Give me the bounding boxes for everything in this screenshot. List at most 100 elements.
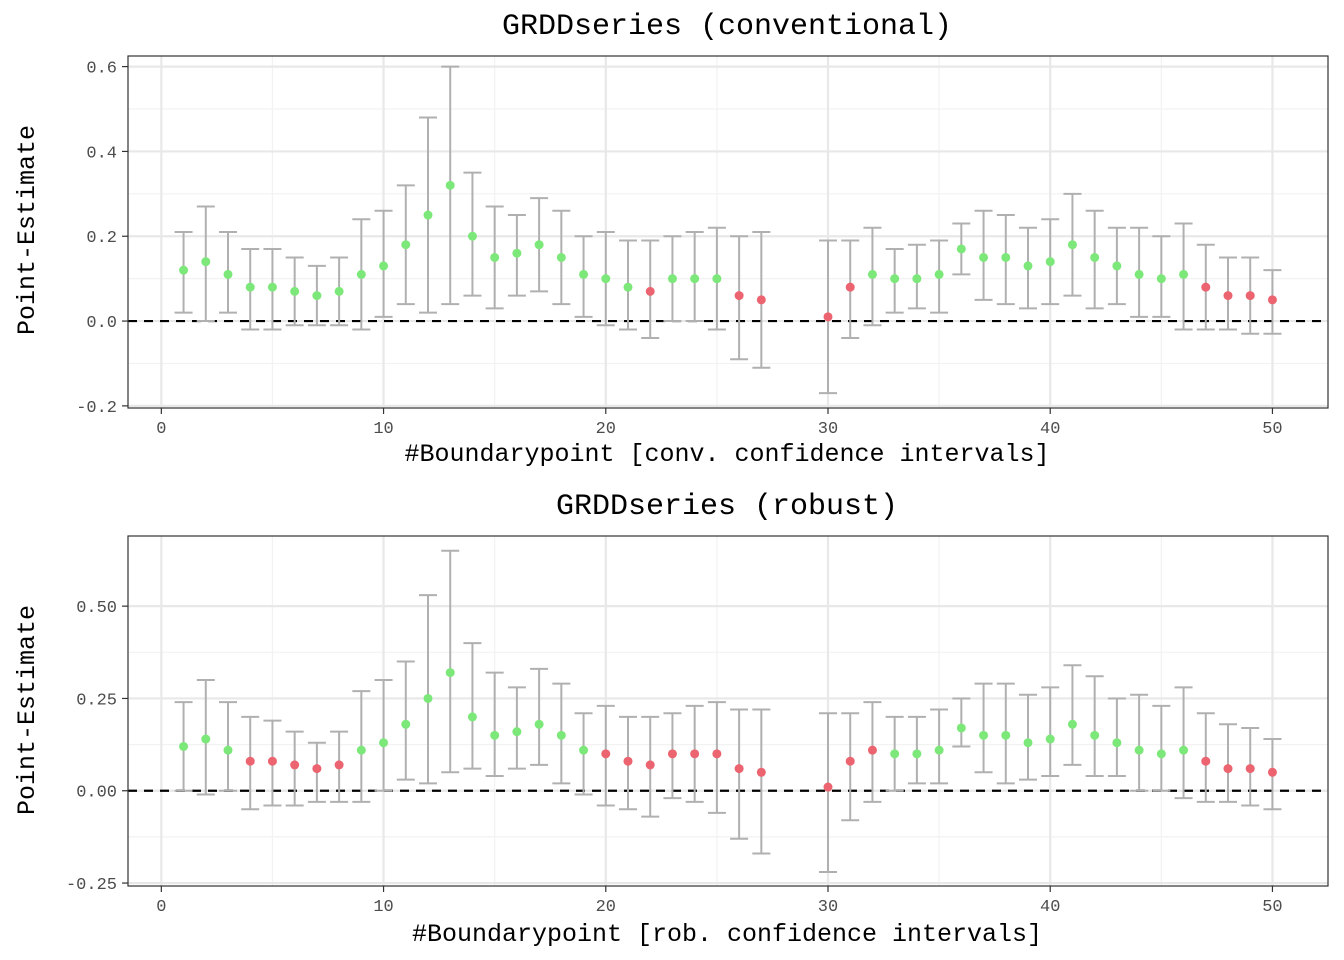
error-bar <box>485 671 504 777</box>
x-tick-label: 40 <box>1040 420 1060 439</box>
point-estimate <box>845 756 855 766</box>
x-tick-label: 20 <box>596 420 616 439</box>
point-estimate <box>912 749 922 759</box>
point-estimate <box>467 712 477 722</box>
point-estimate <box>890 749 900 759</box>
point-estimate <box>934 745 944 755</box>
point-estimate <box>1223 291 1233 301</box>
point-estimate <box>979 730 989 740</box>
chart-robust: GRDDseries (robust) #Boundarypoint [rob.… <box>13 490 1329 949</box>
point-estimate <box>1067 719 1077 729</box>
y-tick-label: 0.4 <box>86 144 117 163</box>
point-estimate <box>1112 261 1122 271</box>
x-tick-label: 20 <box>596 898 616 917</box>
point-estimate <box>1245 291 1255 301</box>
error-bar <box>463 642 482 770</box>
point-estimate <box>667 749 677 759</box>
error-bar <box>1219 723 1237 803</box>
point-estimate <box>356 269 366 279</box>
error-bar <box>1174 686 1193 800</box>
point-estimate <box>1001 252 1011 262</box>
point-estimate <box>734 291 744 301</box>
point-estimate <box>1112 738 1122 748</box>
x-tick-label: 10 <box>373 420 393 439</box>
point-estimate <box>423 210 433 220</box>
y-axis-title: Point-Estimate <box>13 605 42 815</box>
error-bars <box>174 549 1282 873</box>
point-estimate <box>1267 295 1277 305</box>
point-estimate <box>867 745 877 755</box>
x-tick-label: 50 <box>1262 898 1282 917</box>
point-estimate <box>1023 738 1033 748</box>
error-bar <box>730 708 749 840</box>
point-estimate <box>956 244 966 254</box>
error-bar <box>841 712 860 822</box>
point-estimate <box>534 719 544 729</box>
point-estimate <box>734 764 744 774</box>
point-estimate <box>223 745 233 755</box>
y-axis-title: Point-Estimate <box>13 125 42 335</box>
point-estimate <box>423 693 433 703</box>
x-tick-label: 40 <box>1040 898 1060 917</box>
point-estimate <box>867 269 877 279</box>
error-bar <box>441 549 460 774</box>
point-estimate <box>823 312 833 322</box>
error-bar <box>974 682 993 774</box>
y-tick-label: 0.25 <box>76 691 117 710</box>
point-estimate <box>845 282 855 292</box>
error-bar <box>1107 697 1126 777</box>
point-estimate <box>1201 282 1211 292</box>
point-estimate <box>1134 269 1144 279</box>
error-bar <box>1041 686 1060 777</box>
point-estimate <box>601 274 611 284</box>
point-estimate <box>912 274 922 284</box>
point-estimate <box>245 756 255 766</box>
x-axis-title: #Boundarypoint [conv. confidence interva… <box>404 440 1049 469</box>
point-estimate <box>512 727 522 737</box>
grid <box>128 56 1328 408</box>
point-estimate <box>601 749 611 759</box>
point-estimate <box>579 745 589 755</box>
y-tick-label: 0.0 <box>86 314 117 333</box>
y-tick-label: 0.6 <box>86 60 117 79</box>
y-tick-label: 0.2 <box>86 229 117 248</box>
point-estimate <box>379 738 389 748</box>
point-estimate <box>712 274 722 284</box>
error-bar <box>1152 704 1171 792</box>
point-estimate <box>1067 240 1077 250</box>
point-estimate <box>201 257 211 267</box>
point-estimate <box>667 274 677 284</box>
x-axis-title: #Boundarypoint [rob. confidence interval… <box>412 920 1042 949</box>
point-estimate <box>290 286 300 296</box>
point-estimate <box>712 749 722 759</box>
point-estimate <box>556 252 566 262</box>
chart-conventional: GRDDseries (conventional) #Boundarypoint… <box>13 10 1329 469</box>
grid <box>128 536 1328 886</box>
point-estimate <box>645 760 655 770</box>
y-tick-label: 0.00 <box>76 784 117 803</box>
axes: 0 10 20 30 40 50 -0.2 0.0 0.2 0.4 0.6 <box>76 55 1329 439</box>
point-estimate <box>1134 745 1144 755</box>
point-estimate <box>890 274 900 284</box>
point-estimate <box>1090 730 1100 740</box>
error-bar <box>952 697 971 748</box>
point-estimate <box>1090 252 1100 262</box>
point-estimate <box>223 269 233 279</box>
point-estimate <box>379 261 389 271</box>
point-estimate <box>245 282 255 292</box>
panel-border <box>127 535 1329 887</box>
point-estimate <box>823 782 833 792</box>
point-estimate <box>956 723 966 733</box>
point-estimate <box>1001 730 1011 740</box>
point-estimate <box>645 286 655 296</box>
point-estimate <box>512 248 522 258</box>
point-estimate <box>1179 745 1189 755</box>
point-estimate <box>312 291 322 301</box>
error-bar <box>1019 693 1037 781</box>
point-estimate <box>1223 764 1233 774</box>
point-estimate <box>579 269 589 279</box>
point-estimate <box>179 265 189 275</box>
error-bar <box>530 667 549 766</box>
point-estimate <box>1156 274 1166 284</box>
